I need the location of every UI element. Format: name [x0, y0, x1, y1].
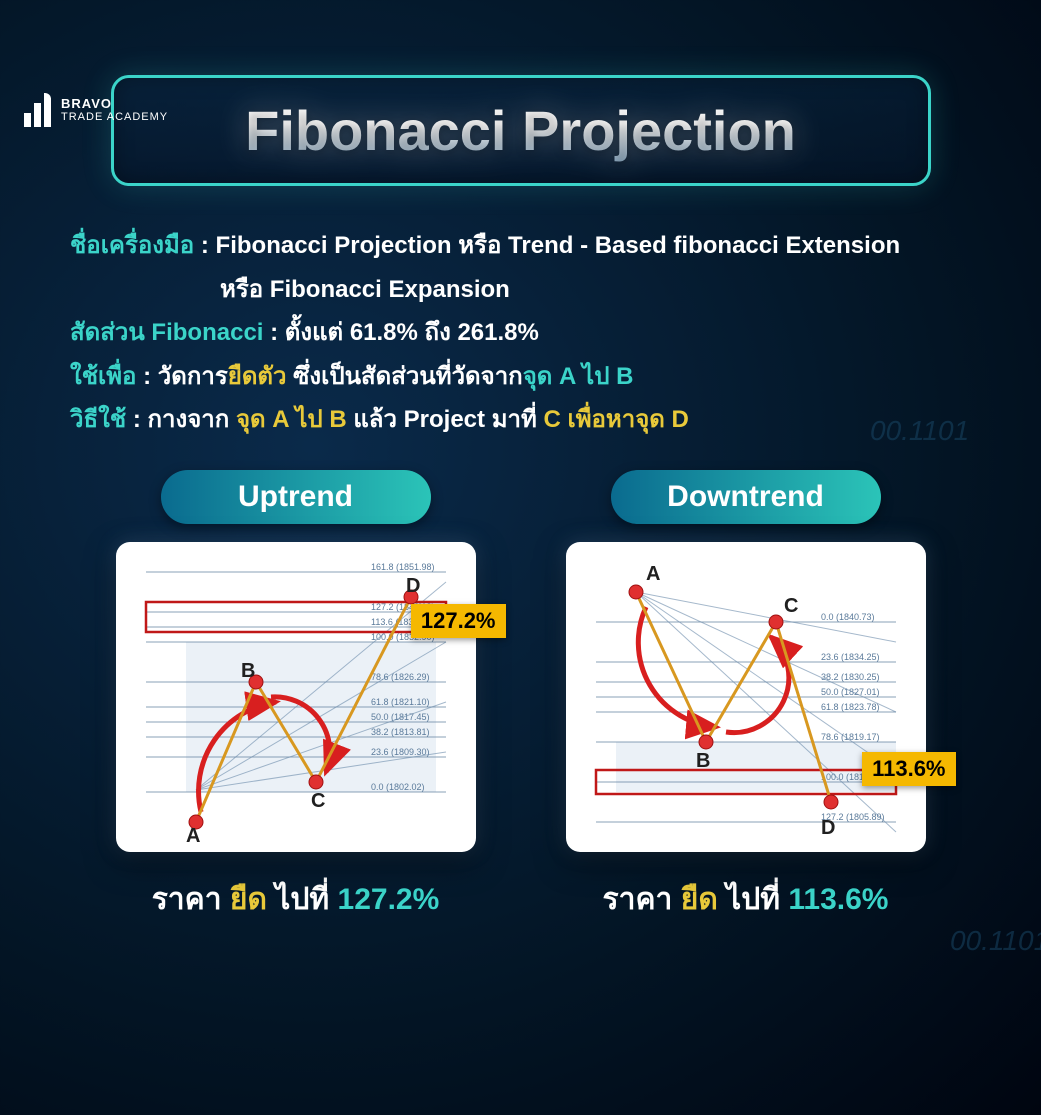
- info-row-ratio: สัดส่วน Fibonacci : ตั้งแต่ 61.8% ถึง 26…: [70, 313, 971, 353]
- svg-text:C: C: [311, 790, 325, 812]
- dn-cap-pre: ราคา: [603, 883, 681, 916]
- downtrend-caption: ราคา ยืด ไปที่ 113.6%: [551, 876, 941, 923]
- brand-text: BRAVO TRADE ACADEMY: [61, 97, 168, 123]
- svg-text:61.8 (1823.78): 61.8 (1823.78): [821, 702, 880, 712]
- uptrend-panel: Uptrend 161.8 (1851.98)127.2 (1842.18)11…: [101, 470, 491, 923]
- bg-number-2: 00.1101: [950, 925, 1041, 957]
- svg-text:C: C: [784, 595, 798, 617]
- downtrend-chart: 0.0 (1840.73) 23.6 (1834.25) 38.2 (1830.25…: [566, 542, 926, 852]
- page-title: Fibonacci Projection: [154, 98, 888, 163]
- info-hl-4b: C เพื่อหาจุด D: [543, 406, 688, 433]
- uptrend-pill: Uptrend: [161, 470, 431, 524]
- info-text-4b: แล้ว Project มาที่: [347, 406, 544, 433]
- svg-text:A: A: [186, 825, 200, 847]
- up-cap-hl: ยืด: [230, 883, 267, 916]
- info-text-1: : Fibonacci Projection หรือ Trend - Base…: [201, 232, 900, 259]
- svg-text:0.0 (1840.73): 0.0 (1840.73): [821, 612, 875, 622]
- brand-name: BRAVO: [61, 97, 168, 111]
- svg-text:38.2 (1813.81): 38.2 (1813.81): [371, 727, 430, 737]
- info-label-2: สัดส่วน Fibonacci: [70, 319, 263, 346]
- svg-text:D: D: [406, 575, 420, 597]
- info-row-tool: ชื่อเครื่องมือ : Fibonacci Projection หร…: [70, 226, 971, 266]
- dn-cap-val: 113.6%: [788, 883, 888, 916]
- uptrend-chart: 161.8 (1851.98)127.2 (1842.18)113.6 (183…: [116, 542, 476, 852]
- svg-text:161.8 (1851.98): 161.8 (1851.98): [371, 562, 435, 572]
- info-text-3b: ซึ่งเป็นสัดส่วนที่วัดจาก: [286, 363, 522, 390]
- downtrend-panel: Downtrend 0.0 (1840.73) 23.6 (1834.25) 38.…: [551, 470, 941, 923]
- svg-text:D: D: [821, 817, 835, 839]
- up-cap-val: 127.2%: [338, 883, 440, 916]
- info-label-3: ใช้เพื่อ: [70, 363, 136, 390]
- info-row-tool-2: หรือ Fibonacci Expansion: [70, 270, 971, 310]
- bg-number-1: 00.1101: [870, 415, 969, 447]
- uptrend-badge: 127.2%: [411, 604, 506, 638]
- info-row-use: ใช้เพื่อ : วัดการยืดตัว ซึ่งเป็นสัดส่วนท…: [70, 357, 971, 397]
- downtrend-svg: 0.0 (1840.73) 23.6 (1834.25) 38.2 (1830.25…: [566, 542, 926, 852]
- info-text-4a: : กางจาก: [133, 406, 236, 433]
- up-cap-pre: ราคา: [152, 883, 230, 916]
- logo-bars-icon: [24, 93, 51, 127]
- svg-text:38.2 (1830.25): 38.2 (1830.25): [821, 672, 880, 682]
- info-hl-4a: จุด A ไป B: [236, 406, 347, 433]
- info-row-how: วิธีใช้ : กางจาก จุด A ไป B แล้ว Project…: [70, 400, 971, 440]
- brand-sub: TRADE ACADEMY: [61, 111, 168, 123]
- downtrend-pill: Downtrend: [611, 470, 881, 524]
- svg-text:50.0 (1827.01): 50.0 (1827.01): [821, 687, 880, 697]
- svg-text:23.6 (1834.25): 23.6 (1834.25): [821, 652, 880, 662]
- uptrend-caption: ราคา ยืด ไปที่ 127.2%: [101, 876, 491, 923]
- info-label-1: ชื่อเครื่องมือ: [70, 232, 194, 259]
- up-cap-mid: ไปที่: [267, 883, 338, 916]
- uptrend-svg: 161.8 (1851.98)127.2 (1842.18)113.6 (183…: [116, 542, 476, 852]
- downtrend-badge: 113.6%: [862, 752, 955, 786]
- svg-text:A: A: [646, 563, 660, 585]
- title-box: Fibonacci Projection: [111, 75, 931, 186]
- dn-cap-mid: ไปที่: [718, 883, 789, 916]
- svg-text:0.0 (1802.02): 0.0 (1802.02): [371, 782, 425, 792]
- info-hl-3b: จุด A ไป B: [523, 363, 634, 390]
- svg-text:B: B: [241, 660, 255, 682]
- panels-row: Uptrend 161.8 (1851.98)127.2 (1842.18)11…: [0, 470, 1041, 923]
- svg-text:61.8 (1821.10): 61.8 (1821.10): [371, 697, 430, 707]
- info-text-2: : ตั้งแต่ 61.8% ถึง 261.8%: [270, 319, 539, 346]
- dn-cap-hl: ยืด: [681, 883, 718, 916]
- svg-text:50.0 (1817.45): 50.0 (1817.45): [371, 712, 430, 722]
- info-label-4: วิธีใช้: [70, 406, 126, 433]
- info-block: ชื่อเครื่องมือ : Fibonacci Projection หร…: [70, 226, 971, 440]
- info-text-3a: : วัดการ: [143, 363, 228, 390]
- svg-text:B: B: [696, 750, 710, 772]
- info-text-1b: หรือ Fibonacci Expansion: [220, 276, 510, 303]
- svg-text:78.6 (1826.29): 78.6 (1826.29): [371, 672, 430, 682]
- brand-logo: BRAVO TRADE ACADEMY: [24, 93, 168, 127]
- info-hl-3: ยืดตัว: [228, 363, 287, 390]
